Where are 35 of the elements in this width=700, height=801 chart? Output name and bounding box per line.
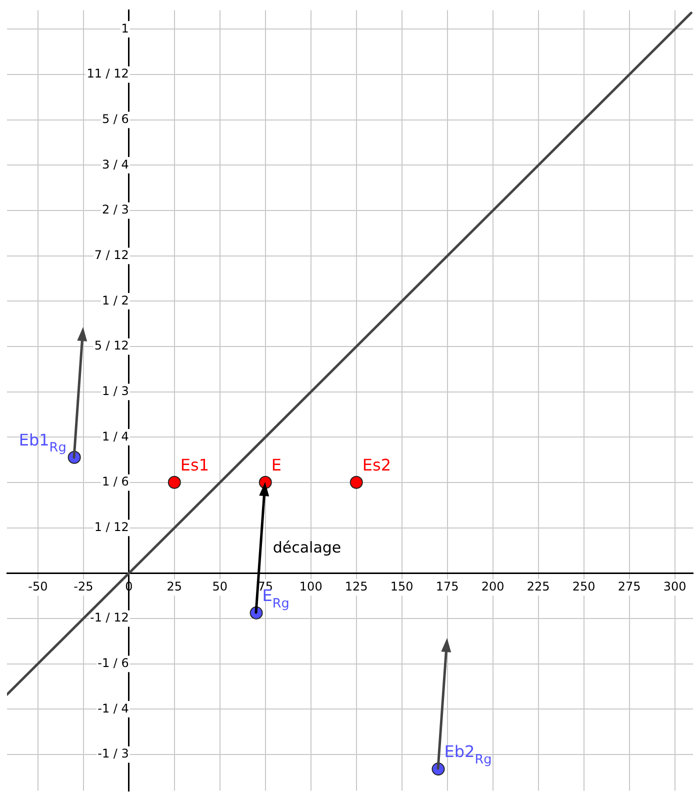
series-label: E [271,455,282,474]
y-tick-label: -1 / 3 [98,746,129,761]
x-tick-label: 150 [390,580,414,594]
y-tick-label: -1 / 6 [98,656,129,670]
x-tick-label: 175 [436,580,459,594]
x-tick-label: 275 [618,580,641,594]
y-tick-label: -1 / 4 [98,701,129,716]
x-tick-label: -50 [28,580,48,594]
y-tick-label: 1 [121,21,129,36]
y-tick-label: 1 / 6 [102,474,129,489]
x-tick-label: 200 [481,580,504,594]
series-label: Es2 [362,455,391,474]
series-label: Es1 [180,455,210,474]
y-tick-label: 1 / 2 [102,293,129,308]
x-tick-label: 300 [663,580,686,594]
x-tick-label: 25 [166,580,182,594]
x-tick-label: 250 [572,580,596,594]
y-tick-label: 11 / 12 [86,66,129,81]
x-tick-label: 225 [526,580,550,594]
y-tick-label: 3 / 4 [102,157,129,172]
x-tick-label: 100 [299,580,322,594]
y-tick-label: 1 / 3 [102,384,129,398]
y-tick-label: 5 / 6 [102,112,129,126]
y-tick-label: 1 / 4 [102,429,129,444]
y-tick-label: 2 / 3 [102,202,129,217]
x-tick-label: 50 [212,580,228,594]
point [168,476,181,489]
annotation: décalage [272,538,342,557]
y-tick-label: -1 / 12 [90,610,129,625]
x-tick-label: 125 [344,580,368,594]
y-tick-label: 5 / 12 [94,338,129,353]
y-tick-label: 7 / 12 [94,248,129,262]
y-tick-label: 1 / 12 [94,520,129,534]
point [350,476,363,489]
x-tick-label: -25 [74,580,94,594]
